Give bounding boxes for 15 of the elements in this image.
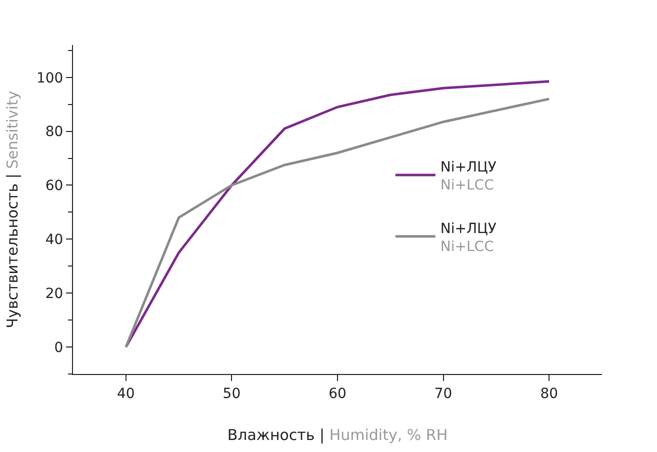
y-tick-label: 20 bbox=[45, 286, 64, 302]
x-tick-label: 60 bbox=[328, 386, 346, 402]
x-axis-title: Влажность | Humidity, % RH bbox=[227, 426, 448, 444]
y-tick-label: 80 bbox=[45, 124, 64, 140]
y-tick-label: 60 bbox=[45, 178, 64, 194]
legend-label: Ni+ЛЦУ Ni+LCC bbox=[440, 220, 497, 255]
x-tick-label: 40 bbox=[116, 386, 135, 402]
x-tick-label: 80 bbox=[540, 386, 558, 402]
y-axis-title: Чувствительность | Sensitivity bbox=[4, 90, 22, 328]
y-tick-label: 40 bbox=[45, 232, 64, 248]
y-tick-label: 100 bbox=[36, 70, 64, 86]
y-tick-label: 0 bbox=[54, 340, 64, 356]
legend-label: Ni+ЛЦУ Ni+LCC bbox=[440, 159, 497, 194]
x-tick-label: 50 bbox=[222, 386, 241, 402]
x-tick-label: 70 bbox=[434, 386, 452, 402]
